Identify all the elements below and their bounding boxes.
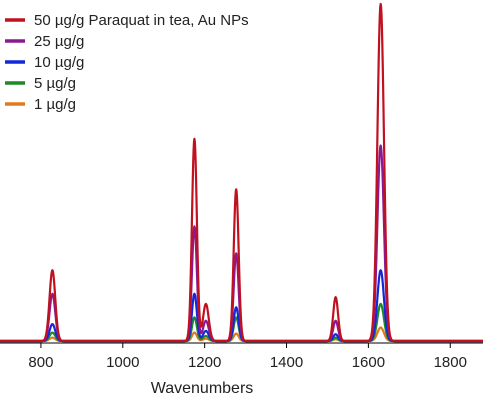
legend: 50 µg/g Paraquat in tea, Au NPs 25 µg/g 10… — [5, 12, 249, 113]
spectrum-lines — [0, 2, 483, 343]
x-tick-label: 800 — [28, 354, 53, 371]
x-tick-label: 1200 — [188, 354, 221, 371]
legend-label-4: 5 µg/g — [34, 75, 76, 92]
x-ticks: 800 1000 1200 1400 1600 1800 — [28, 343, 467, 371]
x-tick-label: 1400 — [270, 354, 303, 371]
legend-label-1: 50 µg/g Paraquat in tea, Au NPs — [34, 12, 249, 29]
legend-label-5: 1 µg/g — [34, 96, 76, 113]
legend-label-3: 10 µg/g — [34, 54, 84, 71]
legend-label-2: 25 µg/g — [34, 33, 84, 50]
x-tick-label: 1000 — [106, 354, 139, 371]
x-axis-title: Wavenumbers — [151, 380, 254, 397]
series-line-1 — [0, 2, 483, 343]
x-tick-label: 1600 — [352, 354, 385, 371]
x-tick-label: 1800 — [434, 354, 467, 371]
